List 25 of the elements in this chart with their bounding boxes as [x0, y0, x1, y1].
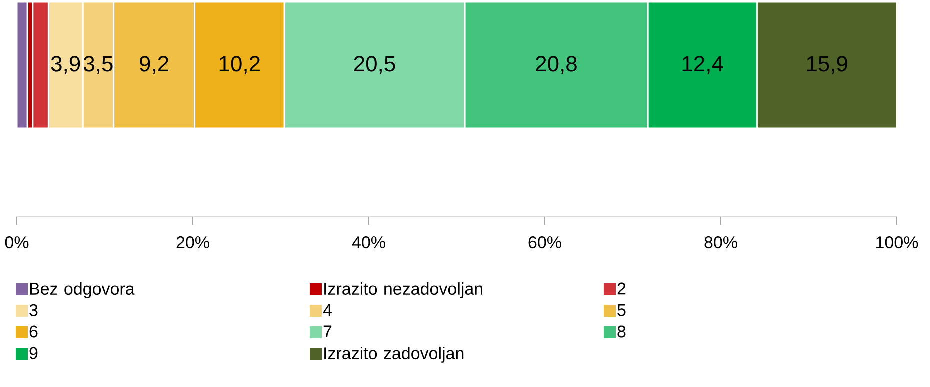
legend-label: 5: [618, 304, 626, 316]
x-tick-label: 40%: [352, 236, 386, 249]
legend-label: 4: [323, 304, 332, 316]
legend-label: Bez odgovora: [30, 282, 135, 298]
legend-label: Izrazito zadovoljan: [324, 347, 464, 363]
legend-label: 7: [324, 326, 332, 338]
legend-label: 3: [30, 304, 38, 316]
data-label: 15,9: [807, 56, 848, 74]
legend-label: 9: [30, 347, 38, 360]
data-label: 3,9: [51, 56, 80, 74]
data-label: 12,4: [682, 56, 724, 74]
data-label: 20,8: [536, 56, 577, 74]
data-label: 3,5: [84, 56, 113, 74]
x-tick-label: 80%: [704, 236, 738, 249]
data-label: 20,5: [354, 56, 396, 74]
x-tick-label: 20%: [176, 236, 210, 249]
x-tick-label: 60%: [528, 236, 562, 249]
legend-label: Izrazito nezadovoljan: [324, 282, 483, 298]
legend-label: 6: [30, 326, 38, 338]
x-tick-label: 0%: [5, 236, 29, 249]
data-label: 9,2: [140, 56, 168, 74]
legend-label: 2: [618, 282, 626, 295]
x-tick-label: 100%: [876, 236, 918, 249]
data-label: 10,2: [220, 56, 260, 74]
legend-label: 8: [618, 326, 626, 338]
